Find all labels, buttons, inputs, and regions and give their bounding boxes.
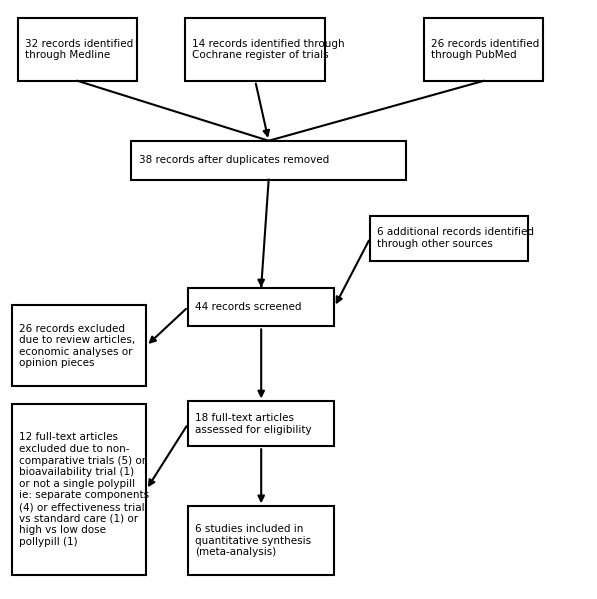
Text: 26 records excluded
due to review articles,
economic analyses or
opinion pieces: 26 records excluded due to review articl… (19, 323, 136, 368)
Text: 32 records identified
through Medline: 32 records identified through Medline (25, 38, 133, 60)
Text: 14 records identified through
Cochrane register of trials: 14 records identified through Cochrane r… (192, 38, 345, 60)
FancyBboxPatch shape (370, 216, 528, 261)
FancyBboxPatch shape (18, 18, 137, 81)
Text: 6 studies included in
quantitative synthesis
(meta-analysis): 6 studies included in quantitative synth… (195, 524, 312, 557)
FancyBboxPatch shape (185, 18, 325, 81)
FancyBboxPatch shape (188, 401, 334, 446)
FancyBboxPatch shape (424, 18, 543, 81)
Text: 18 full-text articles
assessed for eligibility: 18 full-text articles assessed for eligi… (195, 413, 312, 435)
FancyBboxPatch shape (188, 288, 334, 326)
FancyBboxPatch shape (131, 141, 406, 180)
Text: 38 records after duplicates removed: 38 records after duplicates removed (139, 155, 329, 165)
Text: 12 full-text articles
excluded due to non-
comparative trials (5) or
bioavailabi: 12 full-text articles excluded due to no… (19, 432, 149, 547)
Text: 26 records identified
through PubMed: 26 records identified through PubMed (431, 38, 539, 60)
Text: 44 records screened: 44 records screened (195, 302, 301, 312)
FancyBboxPatch shape (188, 506, 334, 575)
FancyBboxPatch shape (12, 404, 146, 575)
Text: 6 additional records identified
through other sources: 6 additional records identified through … (377, 227, 534, 249)
FancyBboxPatch shape (12, 305, 146, 386)
